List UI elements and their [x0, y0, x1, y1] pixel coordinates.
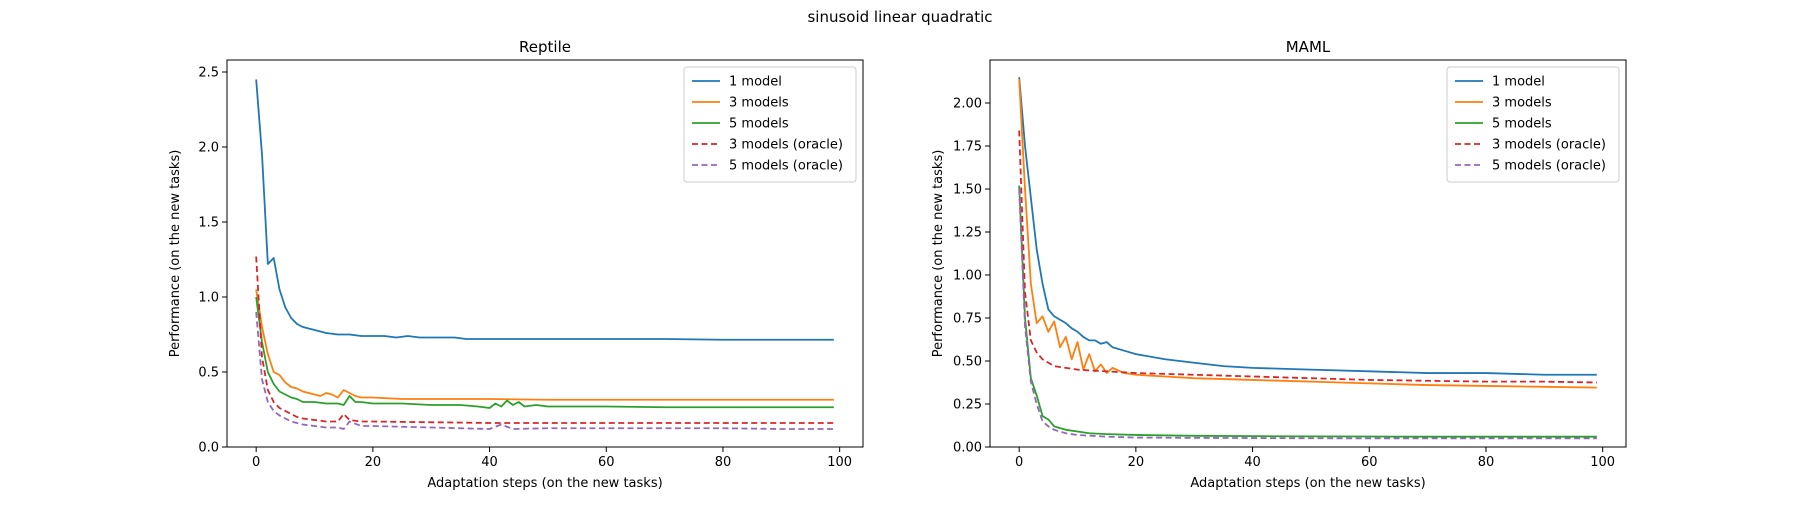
maml-series-3-models: [1018, 78, 1597, 389]
reptile-ytick-label: 0.0: [198, 441, 219, 456]
reptile-legend-label-1-model: 1 model: [729, 75, 782, 90]
reptile-xtick-label: 20: [365, 455, 382, 470]
maml-ytick-label: 0.75: [953, 312, 982, 327]
maml-ytick-label: 1.25: [953, 226, 982, 241]
reptile-xtick-label: 60: [598, 455, 615, 470]
maml-series-3-models-oracle: [1018, 130, 1597, 384]
maml-xtick-label: 100: [1590, 455, 1615, 470]
maml-ytick-label: 1.00: [953, 269, 982, 284]
maml-axes-frame: [989, 59, 1627, 448]
maml-xtick-label: 60: [1361, 455, 1378, 470]
figure-suptitle: sinusoid linear quadratic: [807, 8, 992, 26]
maml-legend-label-3-models: 3 models: [1492, 96, 1552, 111]
maml-ytick-label: 1.75: [953, 140, 982, 155]
maml-x-axis-label: Adaptation steps (on the new tasks): [1190, 476, 1425, 491]
maml-legend-label-1-model: 1 model: [1492, 75, 1545, 90]
reptile-legend-label-5-models: 5 models: [729, 117, 789, 132]
reptile-ytick-label: 0.5: [198, 366, 219, 381]
maml-xtick-label: 40: [1244, 455, 1261, 470]
reptile-legend: 1 model 3 models 5 models 3 models (oracle)…: [683, 66, 857, 183]
reptile-axes-frame: [226, 59, 864, 448]
reptile-y-axis-label: Performance (on the new tasks): [168, 150, 183, 358]
reptile-legend-label-3-models: 3 models: [729, 96, 789, 111]
maml-legend-label-3-models-oracle: 3 models (oracle): [1492, 138, 1606, 153]
maml-y-axis-label: Performance (on the new tasks): [931, 150, 946, 358]
maml-ytick-label: 2.00: [953, 97, 982, 112]
reptile-xtick-label: 40: [481, 455, 498, 470]
maml-series-1-model: [1018, 77, 1597, 376]
reptile-ytick-label: 2.5: [198, 66, 219, 81]
reptile-xtick-label: 80: [715, 455, 732, 470]
reptile-x-axis-label: Adaptation steps (on the new tasks): [427, 476, 662, 491]
maml-ytick-label: 1.50: [953, 183, 982, 198]
reptile-series-3-models: [255, 289, 834, 401]
maml-ytick-label: 0.00: [953, 441, 982, 456]
reptile-series-5-models: [255, 296, 834, 409]
maml-legend-label-5-models: 5 models: [1492, 117, 1552, 132]
maml-ytick-label: 0.50: [953, 355, 982, 370]
maml-xtick-label: 80: [1478, 455, 1495, 470]
maml-legend-label-5-models-oracle: 5 models (oracle): [1492, 159, 1606, 174]
reptile-legend-box: [683, 66, 857, 183]
maml-legend-box: [1446, 66, 1620, 183]
maml-title: MAML: [1286, 38, 1331, 56]
maml-series-5-models-oracle: [1018, 188, 1597, 440]
maml-series-5-models: [1018, 185, 1597, 438]
reptile-xtick-label: 0: [252, 455, 260, 470]
reptile-title: Reptile: [519, 38, 571, 56]
maml-xtick-label: 20: [1128, 455, 1145, 470]
reptile-panel: Reptile 0 20 40 60 80 100 0.0 0.5 1.0 1.5 2.0 2.5 Ada…: [168, 38, 864, 491]
maml-ytick-label: 0.25: [953, 398, 982, 413]
reptile-series-5-models-oracle: [255, 311, 834, 430]
maml-panel: MAML 0 20 40 60 80 100 0.00 0.25 0.50 0.75 1.00 1.25…: [931, 38, 1627, 491]
maml-xtick-label: 0: [1015, 455, 1023, 470]
reptile-legend-label-5-models-oracle: 5 models (oracle): [729, 159, 843, 174]
reptile-legend-label-3-models-oracle: 3 models (oracle): [729, 138, 843, 153]
reptile-ytick-label: 1.0: [198, 291, 219, 306]
maml-legend: 1 model 3 models 5 models 3 models (oracle)…: [1446, 66, 1620, 183]
reptile-ytick-label: 2.0: [198, 141, 219, 156]
reptile-xtick-label: 100: [827, 455, 852, 470]
reptile-series-3-models-oracle: [255, 256, 834, 424]
reptile-series-1-model: [255, 79, 834, 341]
reptile-ytick-label: 1.5: [198, 216, 219, 231]
